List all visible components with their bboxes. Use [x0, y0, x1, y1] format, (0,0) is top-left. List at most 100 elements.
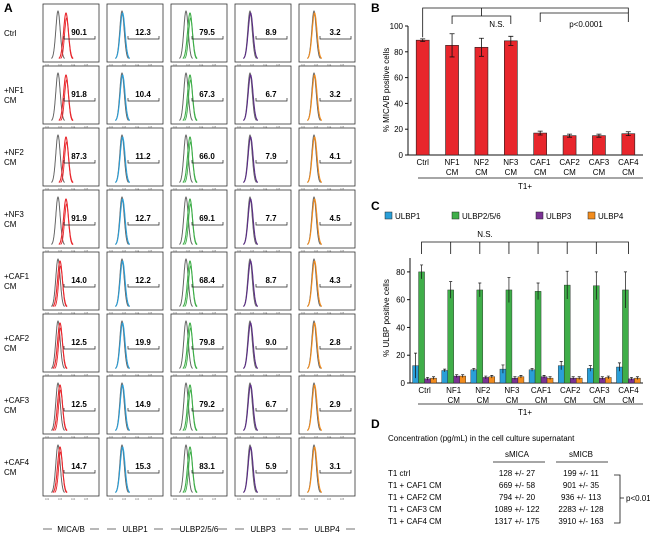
histogram-frame	[170, 313, 228, 373]
positive-gate	[319, 470, 352, 474]
condition-label: Ctrl	[4, 29, 17, 38]
axis-tick-label: 104	[135, 374, 140, 377]
positive-gate	[63, 222, 96, 226]
positive-gate	[255, 36, 288, 40]
stained-curve-replicate	[184, 17, 197, 59]
histogram-frame	[234, 375, 292, 435]
axis-tick-label: 102	[109, 250, 114, 253]
stained-curve-replicate	[60, 17, 73, 59]
axis-tick-label: 103	[314, 436, 319, 439]
gate-percentage: 91.8	[71, 90, 87, 99]
stained-curve-replicate	[184, 265, 197, 307]
axis-tick-label: 102	[45, 436, 50, 439]
histogram-frame	[234, 251, 292, 311]
stained-curve	[243, 322, 259, 369]
error-bar	[513, 376, 517, 380]
axis-tick-label: 103	[122, 126, 127, 129]
panel-label-c: C	[371, 199, 380, 213]
stained-curve	[115, 136, 131, 183]
concentration-table: Concentration (pg/mL) in the cell cultur…	[388, 434, 650, 526]
axis-tick-label: 104	[327, 64, 332, 67]
axis-tick-label: 102	[301, 312, 306, 315]
axis-tick-label: 105	[276, 436, 281, 439]
error-bar	[635, 376, 639, 380]
table-cell-smicb: 2283 +/- 128	[558, 505, 604, 514]
legend-label: ULBP2/5/6	[462, 212, 501, 221]
stained-curve-replicate	[54, 265, 67, 307]
axis-tick-label: 103	[186, 64, 191, 67]
axis-tick-label: 102	[173, 436, 178, 439]
significance-bracket	[614, 474, 624, 524]
axis-tick-label: 104	[327, 126, 332, 129]
condition-label: +CAF2	[4, 334, 30, 343]
bar	[474, 46, 489, 156]
axis-tick-label: 105	[212, 498, 217, 501]
error-bar	[537, 130, 543, 136]
positive-gate	[63, 160, 96, 164]
gate-percentage: 8.7	[265, 276, 277, 285]
gate-percentage: 7.7	[265, 214, 277, 223]
y-tick-label: 60	[396, 296, 405, 305]
axis-tick-label: 103	[186, 126, 191, 129]
axis-tick-label: 103	[122, 188, 127, 191]
axis-tick-label: 103	[122, 250, 127, 253]
axis-tick-label: 102	[45, 126, 50, 129]
axis-tick-label: 102	[109, 436, 114, 439]
stained-curve	[115, 12, 131, 59]
axis-tick-label: 104	[71, 126, 76, 129]
error-bar	[484, 375, 488, 379]
isotype-control-curve	[51, 258, 65, 307]
axis-tick-label: 103	[186, 436, 191, 439]
isotype-control-curve	[179, 382, 193, 431]
error-bar	[571, 376, 575, 380]
axis-tick-label: 103	[58, 126, 63, 129]
axis-tick-label: 104	[263, 312, 268, 315]
positive-gate	[319, 36, 352, 40]
axis-tick-label: 103	[250, 498, 255, 501]
axis-tick-label: 104	[135, 64, 140, 67]
table-cell-smicb: 199 +/- 11	[563, 469, 599, 478]
table-body: T1 ctrl 128 +/- 27 199 +/- 11 T1 + CAF1 CM 6…	[388, 469, 604, 526]
stained-curve	[243, 384, 259, 431]
condition-label: CM	[4, 406, 17, 415]
bar	[505, 289, 513, 384]
table-cell-smicb: 901 +/- 35	[563, 481, 600, 490]
axis-tick-label: 102	[301, 188, 306, 191]
positive-gate	[255, 346, 288, 350]
axis-tick-label: 102	[45, 64, 50, 67]
legend-swatch	[384, 211, 393, 220]
isotype-control-curve	[179, 258, 193, 307]
gate-percentage: 3.2	[329, 90, 341, 99]
error-bar	[478, 282, 482, 297]
histogram-frame	[42, 313, 100, 373]
condition-label: +NF1	[4, 86, 24, 95]
histogram-frame	[298, 251, 356, 311]
error-bar	[432, 376, 436, 380]
axis-tick-label: 104	[327, 436, 332, 439]
ulbp-bar-chart: ULBP1 ULBP2/5/6 ULBP3 ULBP4 0 20 40 60 80 % ULBP …	[382, 211, 643, 417]
axis-tick-label: 103	[58, 374, 63, 377]
histogram-frame	[234, 189, 292, 249]
isotype-control-curve	[179, 72, 193, 121]
gate-percentage: 12.3	[135, 28, 151, 37]
axis-tick-label: 102	[301, 126, 306, 129]
gate-percentage: 12.7	[135, 214, 151, 223]
error-bar	[565, 270, 569, 299]
stained-curve	[243, 260, 259, 307]
axis-tick-label: 104	[135, 498, 140, 501]
positive-gate	[127, 346, 160, 350]
table-row-label: T1 + CAF4 CM	[388, 517, 442, 526]
panel-label-a: A	[4, 1, 13, 15]
table-cell-smica: 794 +/- 20	[499, 493, 536, 502]
positive-gate	[319, 160, 352, 164]
axis-tick-label: 102	[301, 250, 306, 253]
bracket-ns	[421, 241, 629, 254]
axis-tick-label: 105	[212, 374, 217, 377]
histogram-frame	[170, 3, 228, 63]
marker-axis-label: ULBP2/5/6	[180, 525, 219, 534]
axis-tick-label: 105	[340, 250, 345, 253]
axis-tick-label: 104	[199, 64, 204, 67]
error-bar	[617, 362, 621, 372]
table-cell-smica: 669 +/- 58	[499, 481, 536, 490]
positive-gate	[127, 36, 160, 40]
